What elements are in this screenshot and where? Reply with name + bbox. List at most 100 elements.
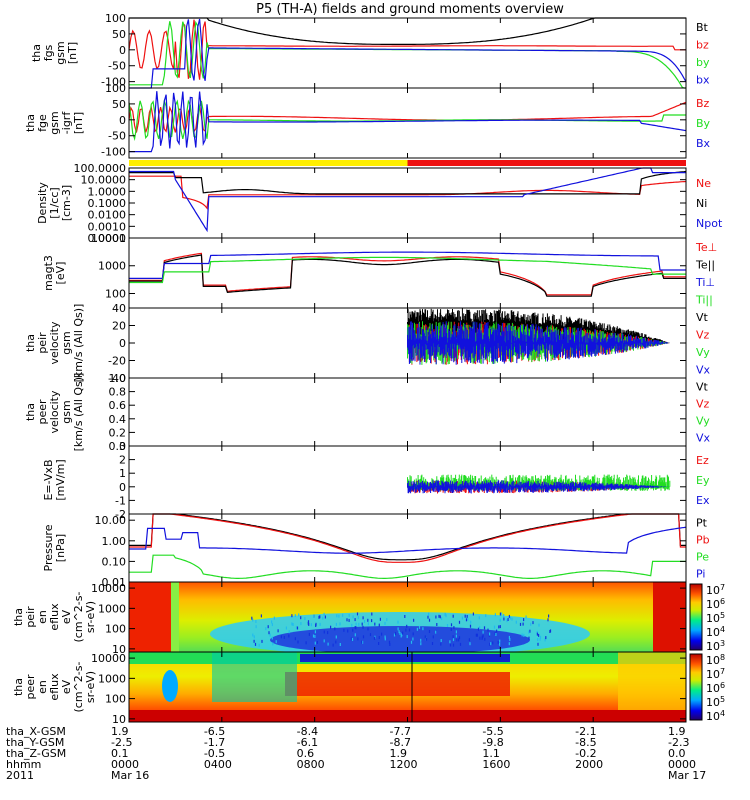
peir-noise-speck	[355, 622, 357, 626]
peir-noise-speck	[459, 642, 462, 646]
peir-noise-speck	[352, 615, 354, 619]
y-tick-label: 10	[112, 643, 126, 656]
peir-noise-speck	[304, 617, 306, 621]
peir-noise-speck	[498, 625, 500, 629]
peir-noise-speck	[545, 636, 547, 640]
y-axis-label-line: gsm	[54, 41, 67, 64]
peir-noise-speck	[468, 638, 470, 642]
peir-noise-speck	[342, 613, 344, 617]
peir-noise-speck	[413, 618, 415, 622]
peir-noise-speck	[499, 618, 501, 622]
y-tick-label: 0.8	[109, 386, 127, 399]
peir-noise-speck	[253, 635, 255, 639]
peir-noise-speck	[479, 636, 481, 640]
peir-noise-speck	[455, 634, 457, 638]
peir-noise-speck	[269, 633, 271, 637]
peir-noise-speck	[432, 635, 434, 639]
colorbar	[689, 583, 703, 651]
peir-noise-speck	[336, 614, 338, 618]
peir-noise-speck	[529, 629, 531, 633]
series-bz-line	[128, 19, 686, 80]
footer-hhmm-value: 0800	[297, 758, 325, 771]
mode-segment-yellow	[129, 160, 408, 166]
y-tick-label: 100.0000	[74, 162, 127, 175]
legend-Vz-label: Vz	[696, 398, 710, 411]
peir-noise-speck	[371, 612, 373, 616]
footer-z-value: 0.0	[668, 747, 686, 760]
peer_vel-frame	[128, 377, 687, 447]
y-tick-label: 1.0000	[88, 185, 127, 198]
peir-noise-speck	[503, 614, 505, 617]
series-Npot-line	[129, 167, 686, 233]
y-tick-label: 0.4	[109, 413, 127, 426]
peir-noise-speck	[530, 622, 532, 626]
colorbar-tick-label: 108	[706, 653, 725, 667]
peir-noise-speck	[470, 620, 472, 624]
y-axis-label-line: peir	[36, 332, 49, 354]
y-tick-label: -20	[108, 355, 126, 368]
peir-noise-speck	[539, 635, 542, 639]
y-tick-label: 100	[105, 82, 126, 95]
footer-row-label: tha_X-GSM	[6, 725, 66, 738]
y-tick-label: 1.00	[102, 535, 127, 548]
fge-frame	[128, 87, 687, 159]
peir-noise-speck	[490, 642, 492, 646]
y-axis-label-line: sr-eV)	[84, 601, 97, 633]
legend-bz-label: bz	[696, 38, 709, 51]
panel-mode	[129, 160, 686, 166]
colorbar-tick-label: 105	[706, 695, 725, 709]
peir-noise-speck	[294, 614, 296, 618]
peir-noise-speck	[489, 642, 491, 646]
peir-noise-speck	[441, 617, 443, 621]
y-tick-label: 0.1000	[88, 197, 127, 210]
legend-By-label: By	[696, 117, 711, 130]
peir-noise-speck	[280, 635, 282, 639]
panel-peir_vel: 40 20 0 -20 -40 tha peir velocity gsm [km/s (All …	[24, 302, 711, 385]
series-by-line	[129, 20, 686, 89]
peir-noise-speck	[389, 643, 391, 646]
footer-y-value: -9.8	[482, 736, 503, 749]
peir-noise-speck	[310, 623, 312, 627]
peir-noise-speck	[547, 618, 549, 622]
peir-noise-speck	[501, 612, 503, 616]
peir-noise-speck	[307, 620, 310, 624]
peir-noise-speck	[378, 642, 380, 645]
peir-noise-speck	[428, 630, 431, 633]
peir-noise-speck	[425, 637, 428, 641]
y-axis-label-line: tha	[24, 334, 37, 352]
y-tick-label: 20	[112, 320, 126, 333]
peir-noise-speck	[499, 625, 501, 629]
footer-row-label: tha_Y-GSM	[6, 736, 64, 749]
y-axis-label-line: peir	[24, 606, 37, 628]
peir-noise-speck	[489, 632, 491, 636]
peir-noise-speck	[253, 639, 255, 643]
peir-noise-speck	[367, 627, 369, 631]
peir-noise-speck	[499, 612, 501, 616]
peir-noise-speck	[285, 626, 287, 630]
peir-noise-speck	[313, 614, 315, 618]
y-tick-label: -100	[101, 76, 126, 89]
colorbar-tick-label: 104	[706, 709, 725, 723]
y-tick-label: -50	[108, 130, 126, 143]
y-axis-label-line: [1/cc]	[48, 187, 61, 218]
peir-noise-speck	[315, 622, 317, 626]
peir-noise-speck	[335, 635, 337, 639]
peir-noise-speck	[449, 643, 452, 647]
peir-noise-speck	[537, 638, 539, 641]
peir-noise-speck	[275, 640, 277, 644]
peir-noise-speck	[528, 630, 530, 634]
peir-noise-speck	[525, 615, 527, 619]
footer-y-value: -6.1	[297, 736, 318, 749]
y-axis-label-line: [eV]	[54, 262, 67, 285]
y-axis-label-line: fge	[36, 114, 49, 132]
peir-noise-speck	[288, 634, 290, 638]
peir-noise-speck	[494, 632, 496, 635]
peir-noise-speck	[440, 642, 442, 646]
y-axis-label-line: tha	[24, 403, 37, 421]
peir-noise-speck	[295, 626, 298, 630]
peir-noise-speck	[496, 629, 498, 633]
series-Vx-trace	[407, 321, 670, 365]
peir-noise-speck	[506, 619, 508, 623]
peir-noise-speck	[291, 622, 293, 626]
y-axis-label-line: velocity	[48, 321, 61, 364]
